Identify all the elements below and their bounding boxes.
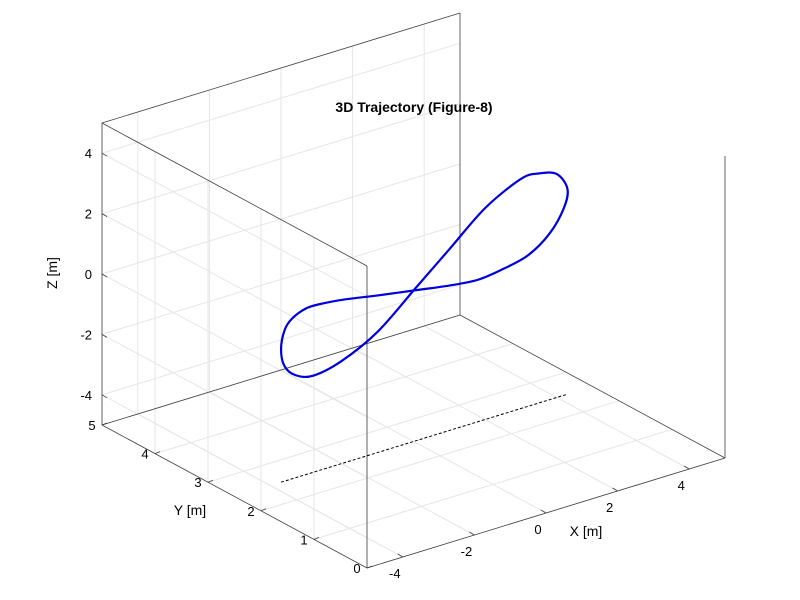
box-edge bbox=[459, 314, 726, 459]
z-tick-label: 0 bbox=[85, 267, 92, 282]
z-tick-mark bbox=[101, 152, 108, 157]
z-tick-label: -4 bbox=[80, 388, 92, 403]
grid-line bbox=[101, 213, 368, 358]
y-tick-label: 4 bbox=[141, 447, 148, 462]
trajectory-line bbox=[279, 171, 569, 379]
z-tick-label: 2 bbox=[85, 207, 92, 222]
y-tick-mark bbox=[366, 565, 373, 569]
x-tick-label: 0 bbox=[534, 522, 541, 537]
trajectory-projection bbox=[280, 393, 568, 483]
z-tick-label: -2 bbox=[80, 327, 92, 342]
z-tick-mark bbox=[101, 334, 108, 338]
y-tick-label: 3 bbox=[194, 475, 201, 490]
x-tick-mark bbox=[469, 531, 475, 536]
grid-line bbox=[101, 223, 461, 335]
grid-line bbox=[101, 103, 461, 215]
z-tick-mark bbox=[101, 213, 108, 217]
grid-line bbox=[154, 343, 514, 455]
box-edge bbox=[101, 424, 368, 569]
x-tick-mark bbox=[683, 465, 690, 470]
tick-labels: -4 -2 0 2 4 0 1 2 3 4 5 -4 -2 0 2 4 bbox=[80, 146, 690, 581]
x-axis-label: X [m] bbox=[570, 523, 603, 539]
y-tick-mark bbox=[313, 537, 320, 540]
box-edge bbox=[101, 314, 461, 426]
grid-line bbox=[207, 371, 567, 483]
grid-line bbox=[280, 369, 547, 514]
chart-title: 3D Trajectory (Figure-8) bbox=[335, 99, 492, 115]
x-tick-label: 2 bbox=[606, 500, 613, 515]
z-tick-mark bbox=[101, 273, 108, 278]
grid-line bbox=[101, 163, 461, 275]
x-tick-mark bbox=[397, 553, 404, 558]
y-axis-label: Y [m] bbox=[174, 502, 206, 518]
grid-line bbox=[101, 394, 368, 539]
x-tick-label: 4 bbox=[678, 478, 685, 493]
z-tick-mark bbox=[101, 394, 108, 399]
x-tick-mark bbox=[540, 509, 547, 514]
y-tick-label: 1 bbox=[300, 532, 307, 547]
projection-layer bbox=[280, 393, 568, 483]
grid-line bbox=[101, 273, 368, 418]
x-tick-label: -2 bbox=[461, 544, 473, 559]
box-edge bbox=[101, 12, 461, 124]
x-tick-label: -4 bbox=[389, 566, 401, 581]
grid-line bbox=[101, 42, 461, 154]
z-axis-label: Z [m] bbox=[44, 257, 60, 289]
grid-line bbox=[352, 347, 618, 492]
y-tick-label: 0 bbox=[353, 561, 360, 576]
y-tick-mark bbox=[154, 451, 161, 454]
grid-line bbox=[260, 400, 620, 512]
y-tick-mark bbox=[207, 479, 214, 483]
grid-line bbox=[101, 152, 368, 297]
grid-line bbox=[313, 428, 673, 540]
grid-line bbox=[101, 333, 368, 478]
series-layer bbox=[279, 171, 569, 379]
x-tick-mark bbox=[612, 487, 618, 492]
y-tick-label: 5 bbox=[88, 418, 95, 433]
grid-line bbox=[423, 325, 690, 470]
y-tick-mark bbox=[260, 508, 267, 512]
box-edge bbox=[101, 122, 368, 267]
y-tick-label: 2 bbox=[247, 504, 254, 519]
z-tick-label: 4 bbox=[85, 146, 92, 161]
y-tick-mark bbox=[101, 422, 108, 426]
